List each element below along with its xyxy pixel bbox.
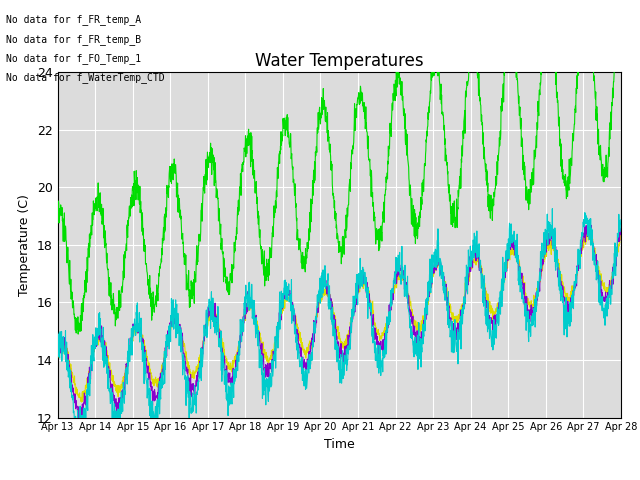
Title: Water Temperatures: Water Temperatures — [255, 52, 424, 71]
Y-axis label: Temperature (C): Temperature (C) — [19, 194, 31, 296]
Text: No data for f_FO_Temp_1: No data for f_FO_Temp_1 — [6, 53, 141, 64]
X-axis label: Time: Time — [324, 438, 355, 451]
Text: No data for f_FR_temp_B: No data for f_FR_temp_B — [6, 34, 141, 45]
Text: No data for f_WaterTemp_CTD: No data for f_WaterTemp_CTD — [6, 72, 165, 83]
Text: No data for f_FR_temp_A: No data for f_FR_temp_A — [6, 14, 141, 25]
